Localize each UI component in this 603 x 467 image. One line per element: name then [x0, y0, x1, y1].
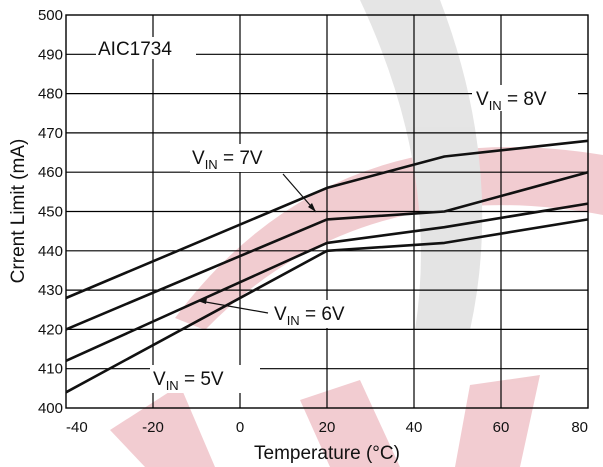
watermark-gray-arc	[360, 0, 483, 330]
annotation-vin-6v: VIN = 6V	[274, 304, 345, 328]
x-tick-label: 40	[406, 419, 423, 436]
x-axis-title: Temperature (°C)	[254, 443, 400, 464]
series-layer	[65, 139, 589, 394]
y-tick-label: 430	[38, 282, 63, 299]
y-axis-title: Crrent Limit (mA)	[8, 139, 29, 284]
y-tick-label: 450	[38, 204, 63, 221]
title-mask	[96, 37, 196, 59]
x-tick-labels: -40 -20 0 20 40 60 80	[66, 419, 588, 436]
annotation-8v-mask	[472, 85, 578, 111]
series-line-1	[65, 139, 589, 300]
annotation-7v-arrowhead	[308, 203, 316, 212]
series-line-3	[65, 202, 589, 362]
plot-frame	[65, 14, 589, 409]
annotation-7v-mask	[190, 144, 300, 172]
watermark-red-letters	[110, 375, 540, 467]
annotation-6v-arrowhead	[198, 298, 207, 304]
watermark-red-arc	[175, 146, 603, 330]
y-tick-label: 400	[38, 400, 63, 417]
annotation-6v-pointer	[199, 300, 269, 314]
x-tick-label: 0	[236, 419, 244, 436]
annotation-5v-mask	[150, 365, 260, 393]
annotation-6v-mask	[270, 300, 384, 328]
y-tick-label: 500	[38, 7, 63, 24]
x-tick-label: 20	[319, 419, 336, 436]
annotation-vin-8v: VIN = 8V	[476, 89, 547, 113]
y-tick-label: 460	[38, 164, 63, 181]
series-line-4	[65, 218, 589, 394]
y-tick-label: 470	[38, 125, 63, 142]
chart-title: AIC1734	[98, 39, 172, 60]
x-tick-label: -40	[66, 419, 88, 436]
x-tick-label: 60	[493, 419, 510, 436]
x-tick-label: 80	[571, 419, 588, 436]
x-tick-label: -20	[142, 419, 164, 436]
annotation-vin-5v: VIN = 5V	[153, 369, 224, 393]
y-tick-label: 480	[38, 86, 63, 103]
y-tick-label: 410	[38, 361, 63, 378]
y-tick-label: 420	[38, 321, 63, 338]
y-tick-label: 440	[38, 243, 63, 260]
y-tick-label: 490	[38, 46, 63, 63]
series-line-2	[65, 170, 589, 331]
annotation-vin-7v: VIN = 7V	[192, 148, 263, 172]
watermark	[110, 0, 603, 467]
y-tick-labels: 400 410 420 430 440 450 460 470 480 490 500	[38, 7, 63, 417]
